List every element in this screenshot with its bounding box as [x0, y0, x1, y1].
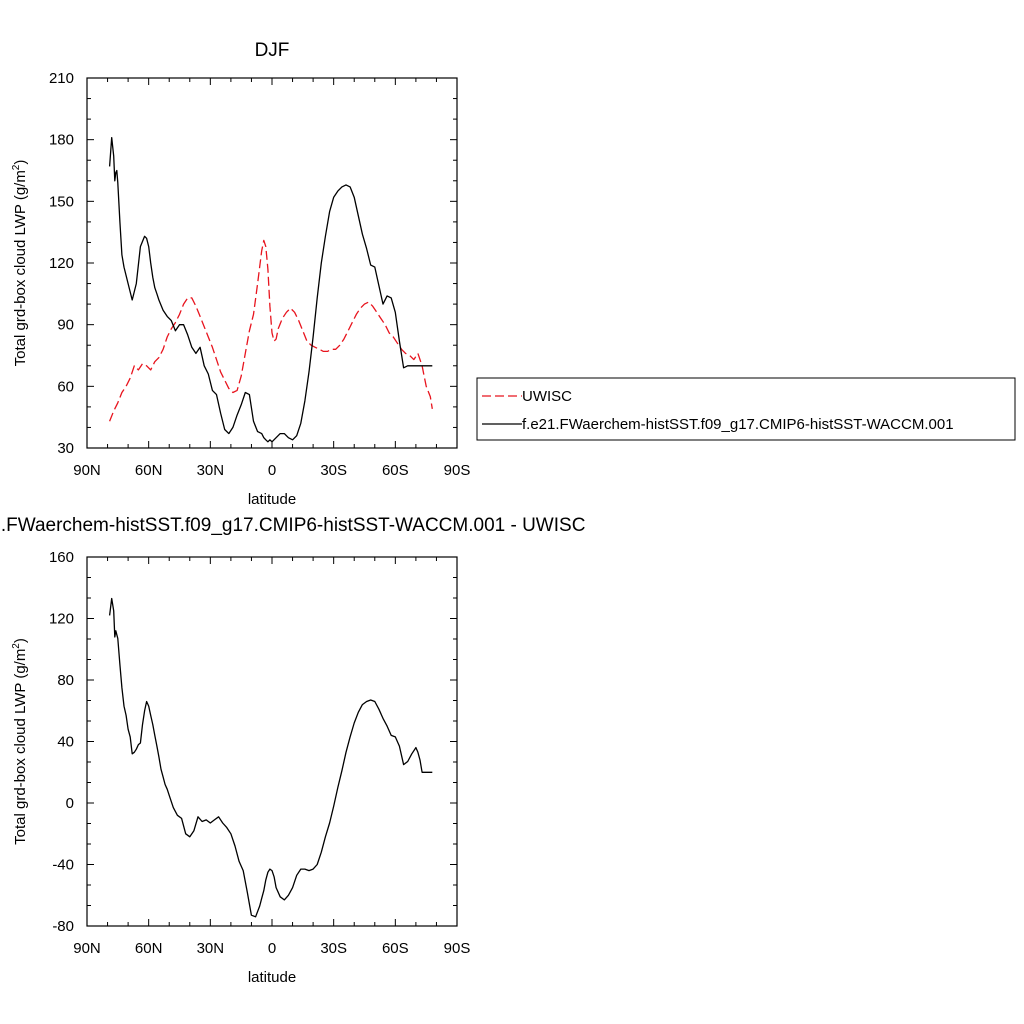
y-tick-label: -40 [52, 857, 74, 874]
legend: UWISC f.e21.FWaerchem-histSST.f09_g17.CMI… [476, 377, 1016, 441]
y-tick-label: 210 [49, 70, 74, 87]
y-tick-label: 60 [57, 378, 74, 395]
x-tick-label: 60N [135, 940, 163, 957]
y-tick-label: -80 [52, 918, 74, 935]
y-tick-label: 160 [49, 549, 74, 566]
x-tick-label: 0 [268, 462, 276, 479]
y-tick-label: 180 [49, 132, 74, 149]
y-axis-label: Total grd-box cloud LWP (g/m2) [11, 160, 29, 367]
legend-label: UWISC [522, 388, 572, 405]
x-tick-label: 30S [320, 940, 347, 957]
y-axis-label-text: Total grd-box cloud LWP (g/m [12, 170, 29, 366]
y-axis-label-tail: ) [12, 160, 29, 165]
chart-title: DJF [255, 40, 290, 61]
x-tick-label: 90S [444, 462, 471, 479]
x-tick-label: 90N [73, 940, 101, 957]
y-tick-label: 30 [57, 440, 74, 457]
series-line-2 [108, 136, 433, 443]
x-tick-label: 30S [320, 462, 347, 479]
y-axis-label: Total grd-box cloud LWP (g/m2) [11, 638, 29, 845]
chart-panel-2: 90N 60N 30N 0 30S 60S 90S -80 -40 0 40 80 120 160 f.e2… [0, 515, 585, 986]
y-tick-label: 120 [49, 255, 74, 272]
chart-title: f.e21.FWaerchem-histSST.f09_g17.CMIP6-hi… [0, 515, 585, 536]
y-tick-label: 0 [66, 795, 74, 812]
legend-box [476, 377, 1016, 441]
plot-frame [86, 77, 458, 449]
x-tick-label: 90S [444, 940, 471, 957]
series-line-1 [108, 239, 433, 422]
x-axis-label: latitude [248, 969, 296, 986]
series-line-1 [108, 597, 433, 918]
y-tick-label: 150 [49, 193, 74, 210]
y-axis-label-sup: 2 [11, 643, 22, 649]
y-axis-label-tail: ) [12, 638, 29, 643]
y-tick-label: 120 [49, 611, 74, 628]
x-axis-label: latitude [248, 491, 296, 508]
chart-panel-1: 90N 60N 30N 0 30S 60S 90S 30 60 90 120 150 180 210 DJF… [11, 40, 1016, 508]
y-tick-label: 80 [57, 672, 74, 689]
y-axis-label-sup: 2 [11, 164, 22, 170]
x-tick-label: 60S [382, 940, 409, 957]
x-tick-label: 30N [197, 462, 225, 479]
x-tick-label: 0 [268, 940, 276, 957]
legend-label: f.e21.FWaerchem-histSST.f09_g17.CMIP6-hi… [522, 416, 954, 433]
y-axis-label-text: Total grd-box cloud LWP (g/m [12, 649, 29, 845]
y-tick-label: 90 [57, 317, 74, 334]
y-tick-label: 40 [57, 734, 74, 751]
x-tick-label: 60S [382, 462, 409, 479]
x-tick-label: 30N [197, 940, 225, 957]
x-tick-label: 60N [135, 462, 163, 479]
x-tick-label: 90N [73, 462, 101, 479]
